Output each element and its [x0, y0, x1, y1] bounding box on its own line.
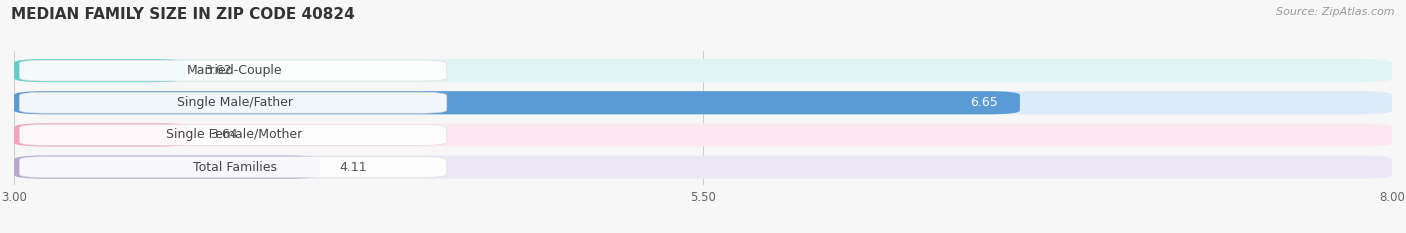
Text: 3.64: 3.64: [209, 128, 238, 141]
Text: Married-Couple: Married-Couple: [187, 64, 283, 77]
FancyBboxPatch shape: [14, 91, 1019, 114]
Text: Single Female/Mother: Single Female/Mother: [166, 128, 302, 141]
FancyBboxPatch shape: [14, 59, 1392, 82]
Text: 3.62: 3.62: [204, 64, 232, 77]
Text: 4.11: 4.11: [339, 161, 367, 174]
Text: 6.65: 6.65: [970, 96, 998, 109]
FancyBboxPatch shape: [20, 60, 447, 81]
FancyBboxPatch shape: [14, 155, 1392, 179]
Text: Single Male/Father: Single Male/Father: [177, 96, 292, 109]
FancyBboxPatch shape: [14, 59, 186, 82]
FancyBboxPatch shape: [20, 157, 447, 178]
FancyBboxPatch shape: [14, 155, 321, 179]
Text: Total Families: Total Families: [193, 161, 277, 174]
Text: Source: ZipAtlas.com: Source: ZipAtlas.com: [1277, 7, 1395, 17]
FancyBboxPatch shape: [14, 123, 1392, 147]
FancyBboxPatch shape: [20, 92, 447, 113]
FancyBboxPatch shape: [14, 91, 1392, 114]
FancyBboxPatch shape: [14, 123, 190, 147]
FancyBboxPatch shape: [20, 124, 447, 145]
Text: MEDIAN FAMILY SIZE IN ZIP CODE 40824: MEDIAN FAMILY SIZE IN ZIP CODE 40824: [11, 7, 354, 22]
